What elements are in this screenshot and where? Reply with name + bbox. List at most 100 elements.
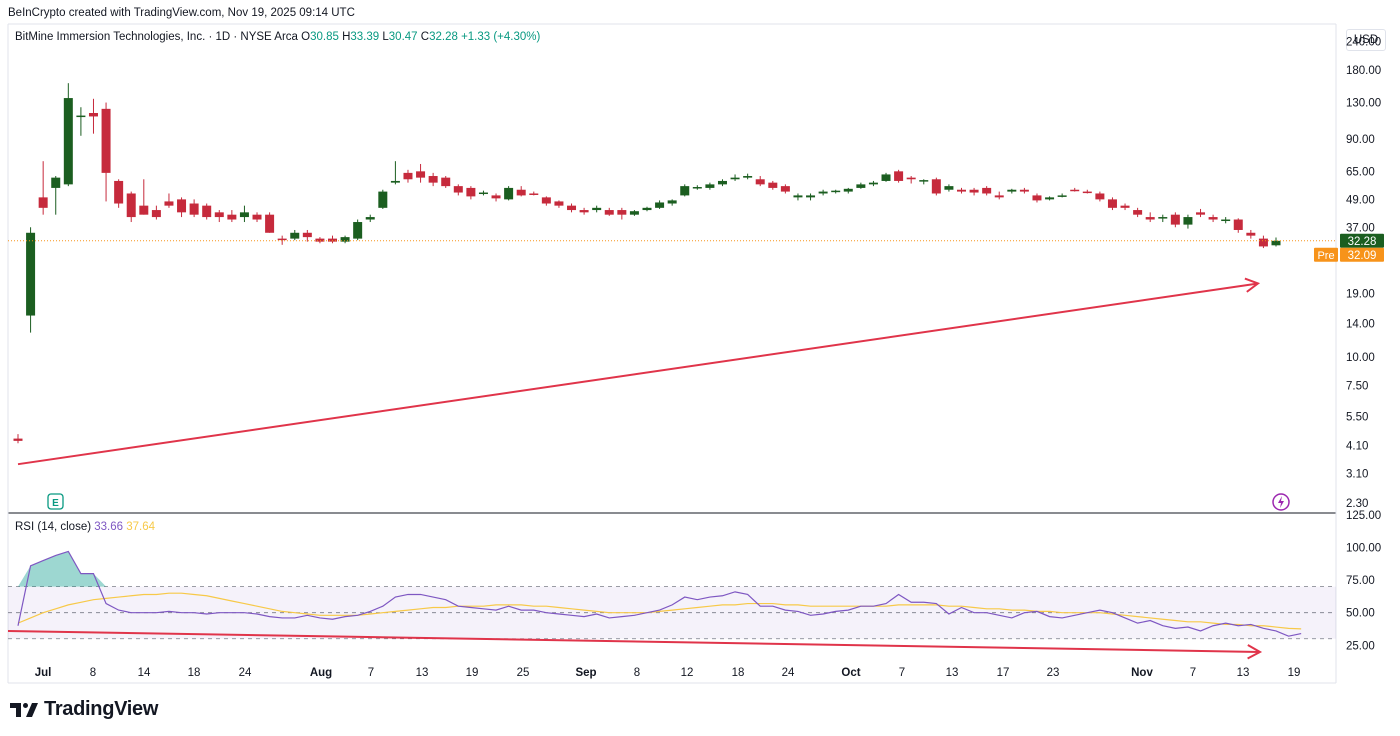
candle-body (38, 197, 48, 208)
price-trendline (17, 282, 1259, 466)
candle-body (919, 180, 929, 182)
symbol-title[interactable]: BitMine Immersion Technologies, Inc. · 1… (15, 31, 298, 43)
candle-body (227, 214, 237, 220)
candle-body (13, 438, 23, 441)
price-tick-label: 19.00 (1346, 288, 1375, 300)
price-tick-label: 90.00 (1346, 134, 1375, 146)
candle-body (63, 98, 73, 185)
candle-body (365, 217, 375, 220)
candle-body (88, 112, 98, 117)
candle-body (1120, 205, 1130, 208)
tradingview-wordmark: TradingView (44, 698, 159, 720)
time-tick-label: 18 (188, 667, 201, 679)
candle-body (1082, 191, 1092, 194)
candle-body (340, 237, 350, 242)
candle-body (378, 191, 388, 208)
tradingview-logo[interactable]: TradingView (10, 698, 158, 721)
time-tick-label: 8 (90, 667, 96, 679)
price-tick-label: 180.00 (1346, 65, 1381, 77)
candle-body (277, 238, 287, 241)
candle-body (743, 176, 753, 178)
candle-body (655, 202, 665, 208)
candle-body (705, 184, 715, 188)
rsi-ma-value: 37.64 (126, 521, 156, 533)
candle-body (403, 172, 413, 180)
rsi-pane: 125.00 100.00 75.00 50.00 25.00 (7, 510, 1381, 660)
candle-body (478, 192, 488, 195)
candle-body (1196, 212, 1206, 215)
time-tick-label: Aug (310, 667, 332, 679)
candle-body (1233, 219, 1243, 230)
candle-body (1019, 189, 1029, 192)
candle-body (529, 193, 539, 195)
candle-body (856, 184, 866, 188)
candle-body (252, 214, 262, 220)
price-tick-label: 130.00 (1346, 98, 1381, 110)
candle-body (793, 195, 803, 198)
price-tick-label: 37.00 (1346, 222, 1375, 234)
candle-body (642, 207, 652, 211)
open-value: 30.85 (310, 31, 339, 43)
candle-body (592, 207, 602, 211)
price-tick-label: 5.50 (1346, 411, 1368, 423)
candle-body (428, 176, 438, 183)
candle-body (717, 180, 727, 185)
time-tick-label: Jul (35, 667, 52, 679)
chart-overlays: 32.28 Pre 32.09 E (8, 233, 1384, 511)
candle-body (994, 195, 1004, 198)
time-tick-label: 24 (239, 667, 252, 679)
candle-body (617, 210, 627, 215)
candle-body (1170, 214, 1180, 225)
close-label: C (420, 31, 430, 43)
candle-body (931, 179, 941, 194)
candle-body (982, 187, 992, 194)
rsi-line (17, 550, 1302, 637)
candle-body (101, 108, 111, 173)
candle-body (290, 232, 300, 239)
pre-price-label: 32.09 (1348, 250, 1377, 262)
rsi-trendline-arrowhead (1247, 644, 1263, 660)
rsi-overbought-fill (18, 551, 107, 587)
candle-body (328, 238, 337, 242)
candle-body (1271, 240, 1281, 246)
candle-body (516, 189, 526, 196)
time-tick-label: 7 (1190, 667, 1196, 679)
candle-body (1246, 232, 1256, 236)
candle-body (1070, 189, 1080, 192)
candle-body (554, 201, 564, 206)
candle-body (302, 232, 312, 238)
time-tick-label: 13 (1237, 667, 1250, 679)
time-tick-label: 19 (1288, 667, 1301, 679)
candle-body (1032, 195, 1042, 201)
candle-body (76, 115, 86, 118)
time-tick-label: 13 (946, 667, 959, 679)
price-tick-label: 14.00 (1346, 319, 1375, 331)
candle-body (806, 195, 816, 198)
time-tick-label: 25 (517, 667, 530, 679)
chart-attribution: BeInCrypto created with TradingView.com,… (8, 7, 355, 19)
candle-body (780, 186, 790, 192)
candle-body (957, 189, 966, 192)
candle-body (353, 222, 363, 239)
time-tick-label: 19 (466, 667, 479, 679)
currency-button[interactable]: USD (1346, 29, 1386, 51)
low-value: 30.47 (388, 31, 418, 43)
time-tick-label: 24 (782, 667, 795, 679)
candle-body (755, 179, 765, 185)
pre-price-tag (1340, 247, 1384, 262)
candle-body (164, 201, 174, 206)
candle-body (541, 197, 551, 204)
time-tick-label: 23 (1047, 667, 1060, 679)
rsi-tick-label: 25.00 (1346, 640, 1375, 652)
time-tick-label: 7 (899, 667, 905, 679)
candle-body (579, 210, 589, 213)
rsi-title[interactable]: RSI (14, close) (15, 521, 92, 533)
candle-body (768, 182, 778, 188)
time-tick-label: 17 (997, 667, 1010, 679)
candle-body (831, 190, 841, 193)
time-tick-label: 13 (416, 667, 429, 679)
candle-body (239, 212, 249, 218)
chart-frame (7, 23, 1337, 684)
candle-body (315, 238, 325, 242)
